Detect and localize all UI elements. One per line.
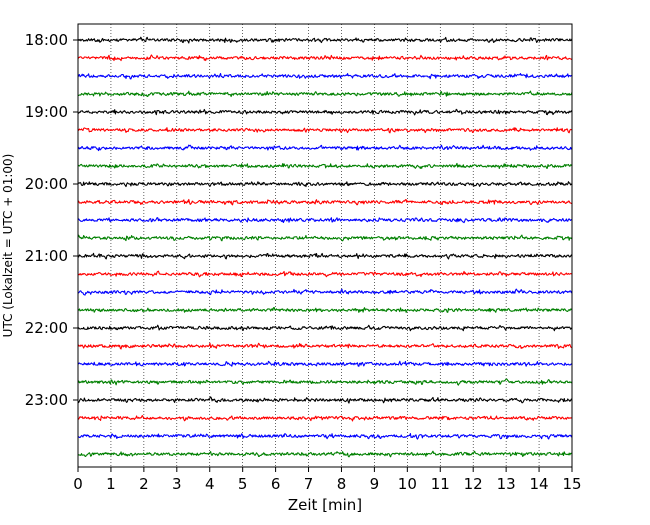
- x-tick-label: 10: [398, 475, 417, 493]
- trace-1915: [77, 127, 573, 134]
- x-tick-label: 13: [497, 475, 516, 493]
- x-tick-label: 5: [238, 475, 248, 493]
- trace-1830: [77, 72, 573, 80]
- trace-1815: [77, 54, 573, 62]
- trace-2000: [77, 181, 573, 188]
- x-tick-label: 9: [370, 475, 380, 493]
- trace-2230: [77, 360, 573, 367]
- x-tick-label: 4: [205, 475, 215, 493]
- trace-2130: [77, 288, 573, 296]
- trace-2030: [77, 217, 573, 224]
- plot-frame: [77, 23, 573, 468]
- trace-2215: [77, 342, 573, 350]
- trace-2330: [77, 433, 573, 440]
- trace-2115: [77, 270, 573, 278]
- trace-2245: [77, 378, 573, 386]
- trace-1930: [77, 144, 573, 152]
- trace-2045: [77, 234, 573, 242]
- y-tick-label: 23:00: [25, 391, 68, 409]
- x-tick-label: 1: [106, 475, 116, 493]
- trace-2300: [77, 396, 573, 404]
- x-tick-label: 3: [172, 475, 182, 493]
- axis-ticks: 0 1 2 3 4 5 6 7 8 9 10 11 12 13 14 1518:0019:0020:0021:…: [25, 31, 582, 493]
- trace-2200: [77, 324, 573, 332]
- trace-1845: [77, 90, 573, 98]
- y-tick-label: 21:00: [25, 247, 68, 265]
- trace-2015: [77, 198, 573, 206]
- trace-2145: [77, 306, 573, 313]
- y-tick-label: 19:00: [25, 103, 68, 121]
- y-tick-label: 22:00: [25, 319, 68, 337]
- seismogram-traces: [77, 36, 573, 458]
- x-tick-label: 15: [562, 475, 581, 493]
- trace-1945: [77, 162, 573, 170]
- trace-2345: [77, 450, 573, 458]
- x-tick-label: 0: [73, 475, 83, 493]
- y-tick-label: 20:00: [25, 175, 68, 193]
- x-tick-label: 6: [271, 475, 281, 493]
- trace-2315: [77, 414, 573, 422]
- x-tick-label: 12: [464, 475, 483, 493]
- x-tick-label: 2: [139, 475, 149, 493]
- y-tick-label: 18:00: [25, 31, 68, 49]
- trace-2100: [77, 252, 573, 260]
- trace-1900: [77, 108, 573, 116]
- vertical-gridlines: [110, 24, 540, 467]
- x-tick-label: 11: [431, 475, 450, 493]
- x-tick-label: 7: [304, 475, 314, 493]
- x-tick-label: 8: [337, 475, 347, 493]
- x-axis-label: Zeit [min]: [288, 496, 362, 514]
- y-axis-label: UTC (Lokalzeit = UTC + 01:00): [1, 154, 15, 338]
- trace-1800: [77, 36, 573, 44]
- x-tick-label: 14: [530, 475, 549, 493]
